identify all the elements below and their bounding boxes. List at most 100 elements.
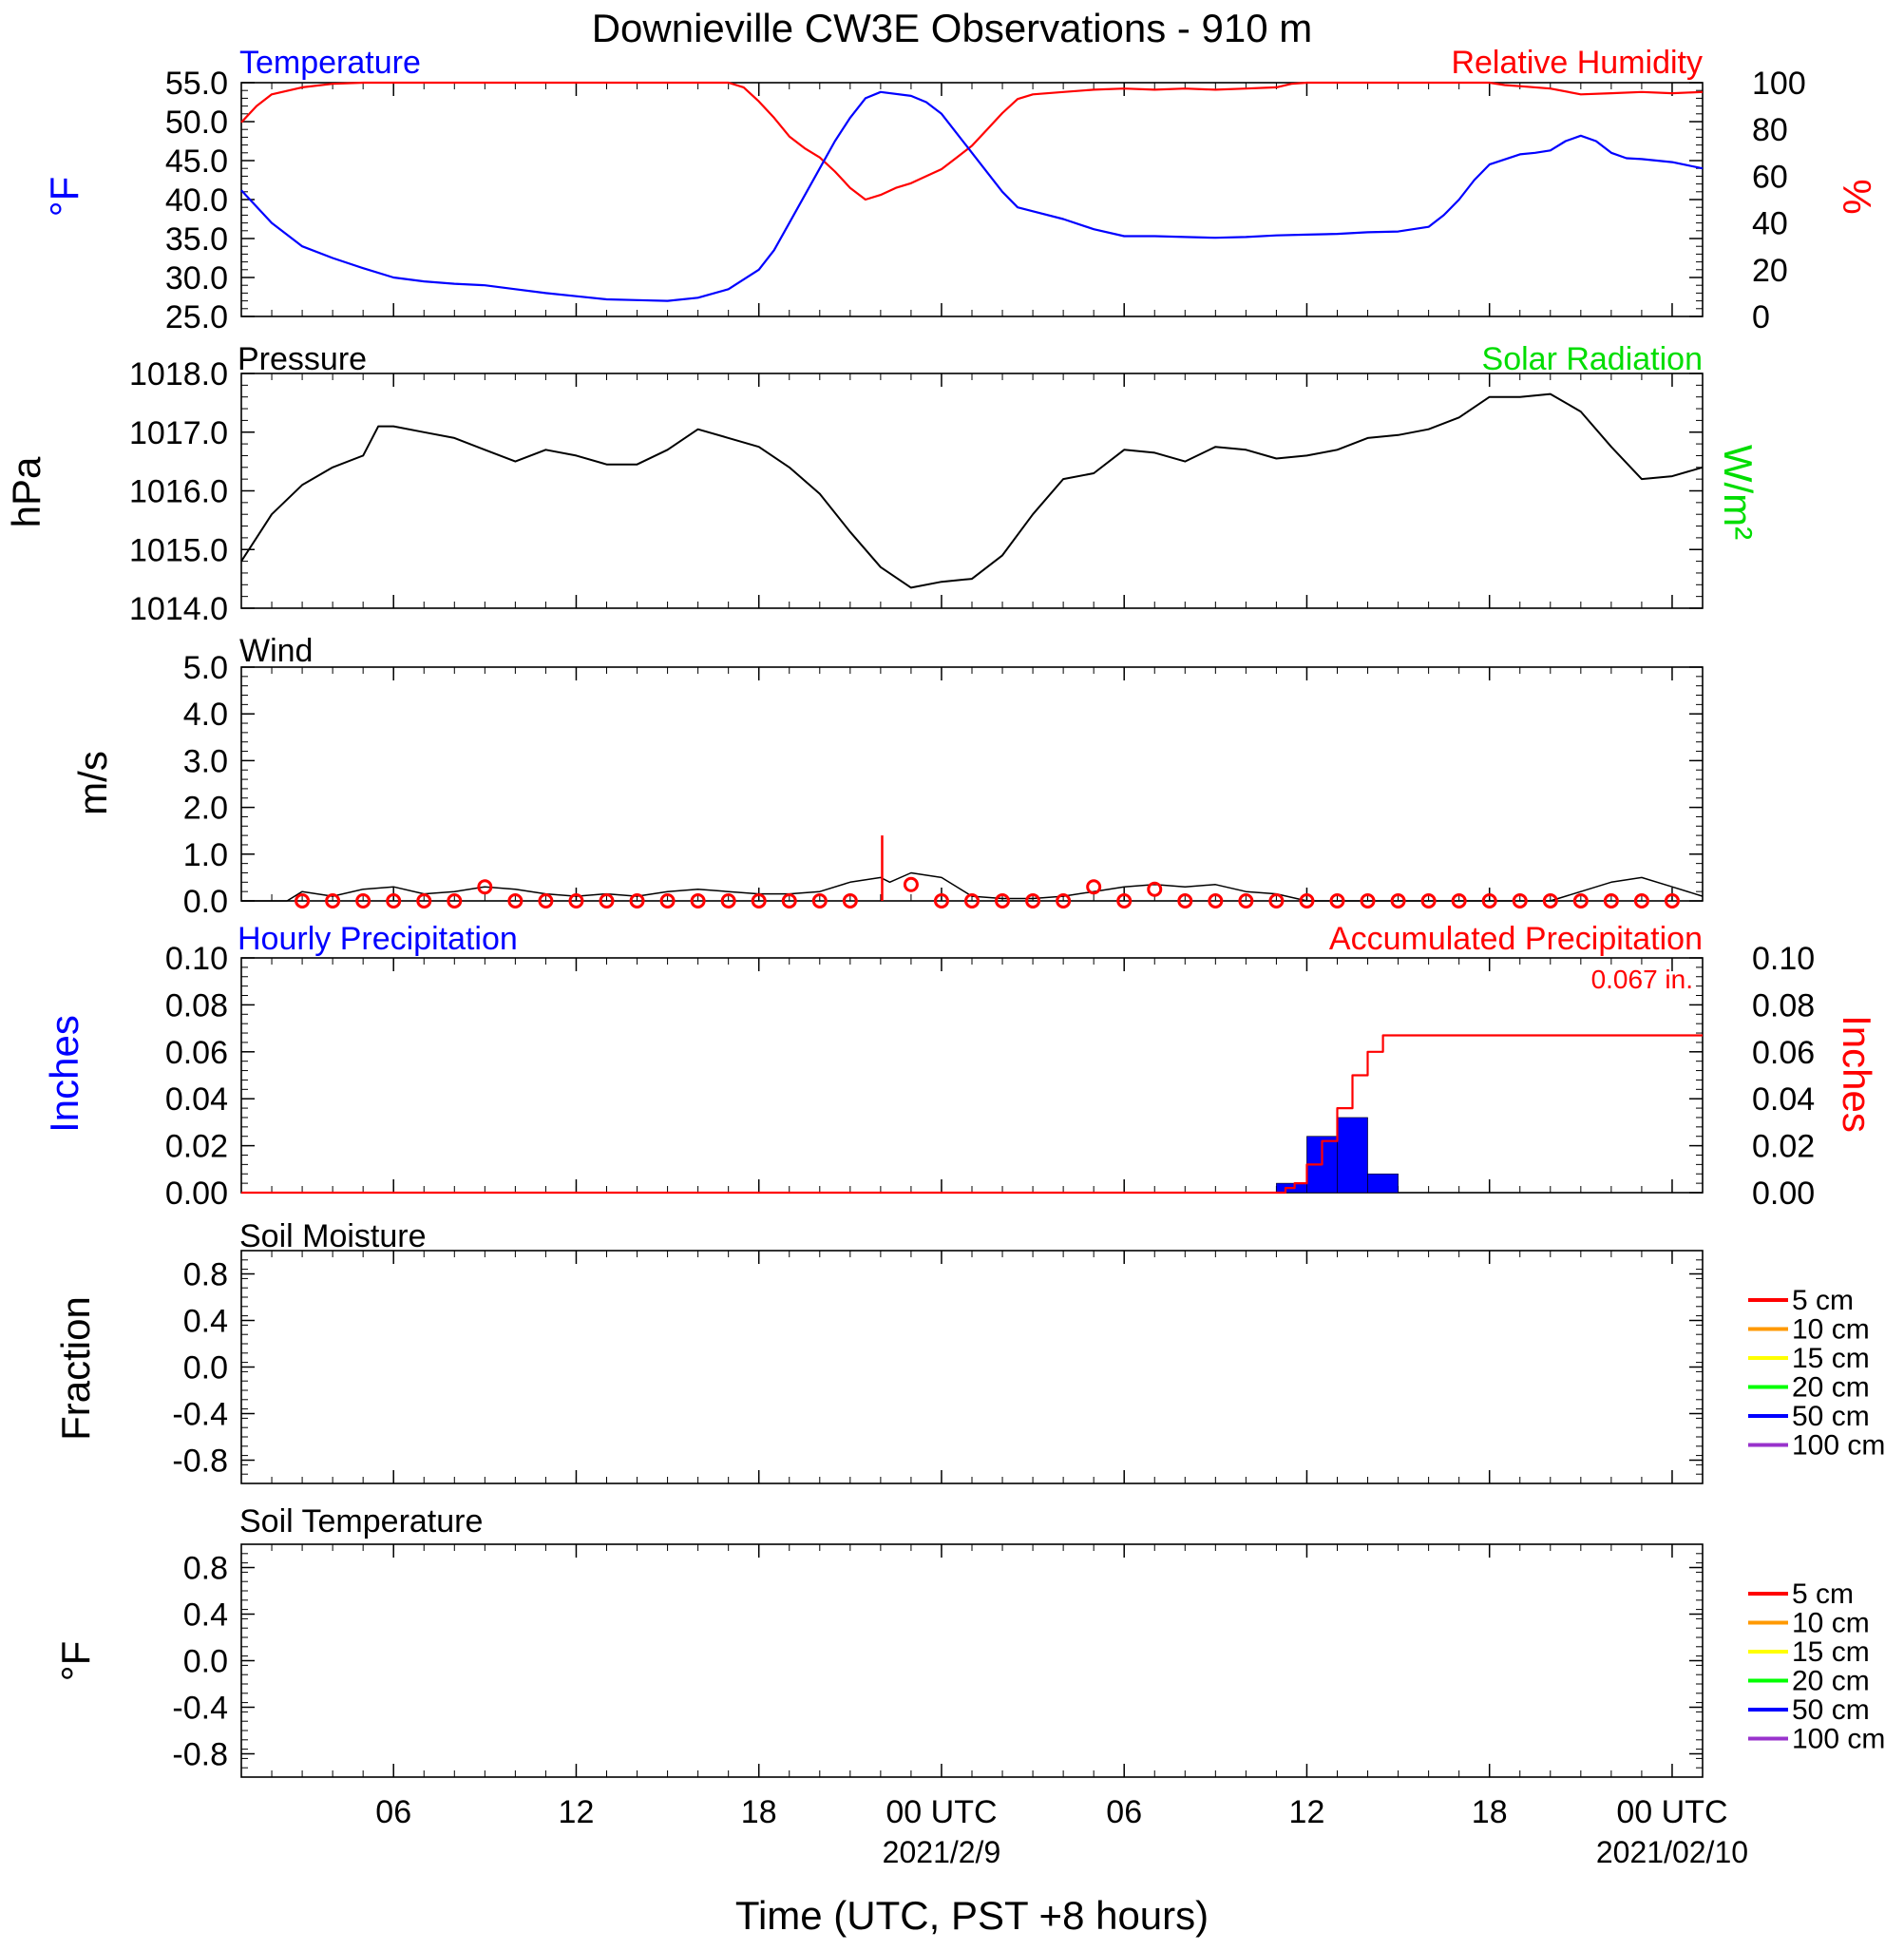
- wind-hourly-marker: [1056, 893, 1072, 909]
- precip-axis-tick-label: 0.04: [165, 1081, 228, 1118]
- x-tick-label: 18: [741, 1794, 777, 1830]
- soil-moisture-axis-tick-label: 0.0: [183, 1350, 228, 1387]
- soil-temperature-axis-tick-label: 0.8: [183, 1551, 228, 1587]
- soil-temperature-axis-tick-label: -0.4: [172, 1691, 228, 1727]
- soil-moisture-axis-tick-label: 0.8: [183, 1257, 228, 1293]
- precip-total-label: 0.067 in.: [1591, 965, 1693, 994]
- soil-temperature-legend-label: 5 cm: [1792, 1578, 1854, 1610]
- pressure-title: Pressure: [238, 341, 367, 377]
- humidity-line: [240, 81, 1704, 201]
- soil-temperature-unit: °F: [53, 1641, 98, 1681]
- time-axis-label: Time (UTC, PST +8 hours): [735, 1893, 1209, 1938]
- wind-axis-tick-label: 4.0: [183, 697, 228, 733]
- soil-temperature-axis-tick-label: 0.0: [183, 1644, 228, 1680]
- wind-hourly-marker: [295, 893, 311, 909]
- temperature-axis-tick-label: 35.0: [165, 221, 228, 258]
- panel-soil-temperature: Soil Temperature °F: [53, 1503, 483, 1681]
- wind-hourly-marker: [1633, 893, 1649, 909]
- accum-precip-title: Accumulated Precipitation: [1329, 921, 1703, 957]
- pressure-unit: hPa: [4, 456, 48, 527]
- x-tick-label: 06: [1106, 1794, 1142, 1830]
- precip-axis-tick-label: 0.02: [165, 1129, 228, 1165]
- wind-unit: m/s: [70, 751, 115, 815]
- panel-temperature: Temperature Relative Humidity °F %: [42, 45, 1879, 217]
- soil-temperature-legend-label: 10 cm: [1792, 1608, 1870, 1639]
- x-tick-label: 00 UTC: [1616, 1794, 1727, 1830]
- temperature-unit: °F: [42, 177, 86, 217]
- wind-hourly-marker: [1420, 893, 1437, 909]
- soil-moisture-legend-label: 10 cm: [1792, 1314, 1870, 1346]
- wind-hourly-marker: [1451, 893, 1467, 909]
- soil-temperature-legend-label: 100 cm: [1792, 1724, 1885, 1755]
- temperature-line: [240, 90, 1704, 302]
- humidity-axis-tick-label: 60: [1752, 159, 1788, 195]
- pressure-axis-tick-label: 1017.0: [129, 415, 228, 451]
- wind-hourly-marker: [507, 893, 524, 909]
- humidity-axis-tick-label: 20: [1752, 253, 1788, 289]
- wind-hourly-marker: [964, 893, 980, 909]
- precip-left-unit: Inches: [42, 1015, 86, 1133]
- wind-hourly-marker: [720, 893, 736, 909]
- wind-hourly-marker: [1390, 893, 1406, 909]
- humidity-axis-tick-label: 40: [1752, 206, 1788, 242]
- wind-hourly-marker: [416, 893, 432, 909]
- wind-hourly-marker: [1238, 893, 1254, 909]
- wind-hourly-marker: [995, 893, 1011, 909]
- temperature-axis-tick-label: 40.0: [165, 182, 228, 219]
- precip-axis-tick-label: 0.06: [165, 1035, 228, 1071]
- temperature-axis-tick-label: 50.0: [165, 105, 228, 141]
- wind-axis-tick-label: 0.0: [183, 884, 228, 920]
- x-date-label: 2021/2/9: [883, 1835, 1001, 1869]
- wind-hourly-marker: [1664, 893, 1680, 909]
- soil-moisture-unit: Fraction: [53, 1296, 98, 1441]
- wind-hourly-marker: [1086, 879, 1102, 895]
- temperature-axis-tick-label: 55.0: [165, 66, 228, 102]
- wind-hourly-marker: [355, 893, 371, 909]
- wind-hourly-marker: [1512, 893, 1528, 909]
- temperature-axis-tick-label: 45.0: [165, 143, 228, 180]
- wind-axis-tick-label: 1.0: [183, 837, 228, 873]
- wind-hourly-marker: [659, 893, 676, 909]
- soil-temperature-legend-label: 15 cm: [1792, 1636, 1870, 1668]
- wind-hourly-marker: [933, 893, 949, 909]
- panel-precipitation: Hourly Precipitation Accumulated Precipi…: [42, 921, 1879, 1133]
- panel-soil-moisture: Soil Moisture Fraction: [53, 1218, 427, 1441]
- solar-unit: W/m²: [1716, 445, 1761, 540]
- wind-hourly-marker: [1603, 893, 1619, 909]
- accum-axis-tick-label: 0.08: [1752, 987, 1815, 1023]
- precip-bar: [1337, 1117, 1368, 1194]
- accum-axis-tick-label: 0.00: [1752, 1176, 1815, 1212]
- x-tick-label: 12: [559, 1794, 595, 1830]
- x-tick-label: 00 UTC: [885, 1794, 997, 1830]
- temperature-axis-tick-label: 25.0: [165, 299, 228, 335]
- pressure-axis-tick-label: 1016.0: [129, 474, 228, 510]
- temperature-title: Temperature: [239, 45, 421, 81]
- wind-hourly-marker: [538, 893, 554, 909]
- precip-axis-tick-label: 0.10: [165, 941, 228, 977]
- accum-axis-tick-label: 0.04: [1752, 1081, 1815, 1118]
- wind-hourly-marker: [1299, 893, 1315, 909]
- x-tick-label: 06: [375, 1794, 411, 1830]
- wind-hourly-marker: [1208, 893, 1224, 909]
- wind-hourly-marker: [477, 879, 493, 895]
- soil-temperature-legend-label: 50 cm: [1792, 1694, 1870, 1726]
- humidity-unit: %: [1835, 179, 1879, 214]
- chart-title: Downieville CW3E Observations - 910 m: [592, 6, 1313, 50]
- wind-hourly-marker: [903, 876, 919, 892]
- wind-hourly-marker: [599, 893, 615, 909]
- soil-moisture-axis-tick-label: -0.8: [172, 1444, 228, 1480]
- wind-hourly-marker: [1147, 881, 1163, 897]
- x-tick-label: 18: [1472, 1794, 1508, 1830]
- precip-axis-tick-label: 0.00: [165, 1176, 228, 1212]
- wind-hourly-marker: [568, 893, 584, 909]
- soil-moisture-legend-label: 20 cm: [1792, 1372, 1870, 1404]
- precip-bar: [1367, 1173, 1399, 1194]
- wind-hourly-marker: [1481, 893, 1497, 909]
- wind-hourly-marker: [1572, 893, 1589, 909]
- humidity-axis-tick-label: 0: [1752, 299, 1770, 335]
- wind-hourly-marker: [781, 893, 797, 909]
- wind-hourly-marker: [1360, 893, 1376, 909]
- soil-moisture-axis-tick-label: -0.4: [172, 1397, 228, 1433]
